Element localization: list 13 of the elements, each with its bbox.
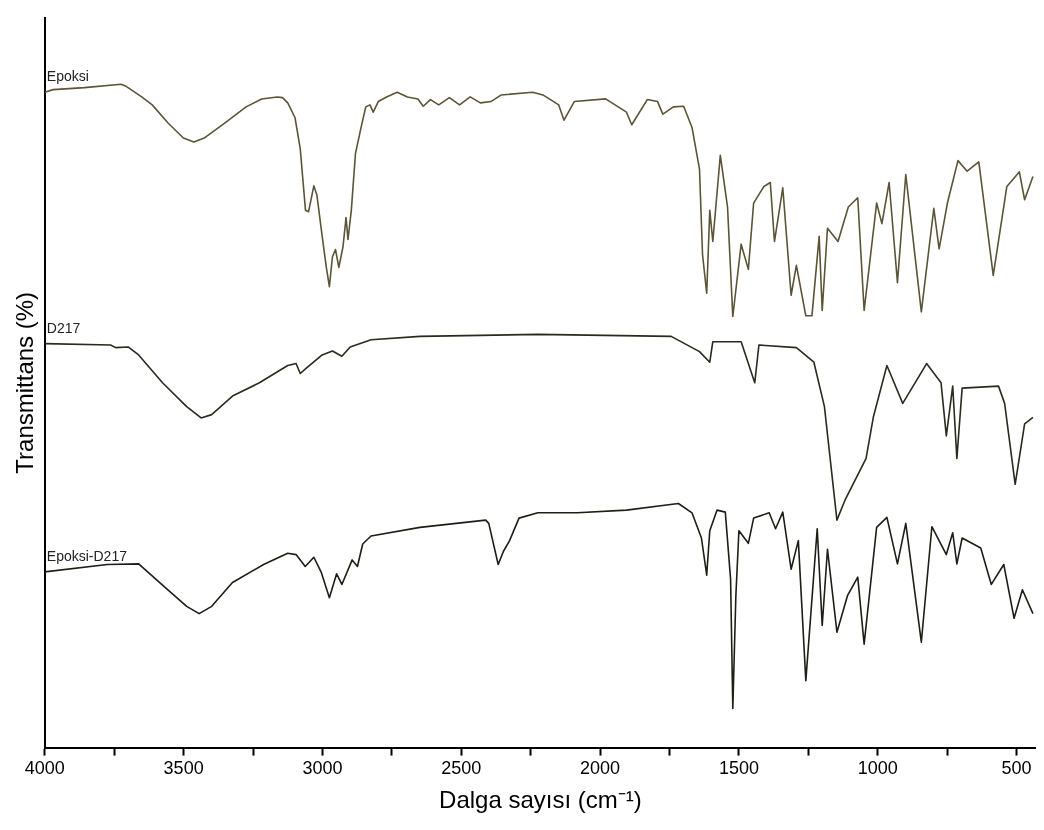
series-label: D217 <box>46 319 81 336</box>
x-tick-label: 1000 <box>857 758 898 779</box>
x-tick-label: 1500 <box>718 758 759 779</box>
x-tick-label: 2500 <box>441 758 482 779</box>
x-tick-label: 3500 <box>163 758 204 779</box>
x-tick-label: 500 <box>1001 758 1032 779</box>
x-tick-label: 4000 <box>24 758 65 779</box>
x-tick-label: 2000 <box>580 758 621 779</box>
series-label: Epoksi <box>46 68 89 85</box>
y-axis-title: Transmittans (%) <box>11 291 39 474</box>
series-label: Epoksi-D217 <box>46 547 128 564</box>
x-axis-title: Dalga sayısı (cm⁻¹) <box>439 786 642 814</box>
x-tick-label: 3000 <box>302 758 343 779</box>
